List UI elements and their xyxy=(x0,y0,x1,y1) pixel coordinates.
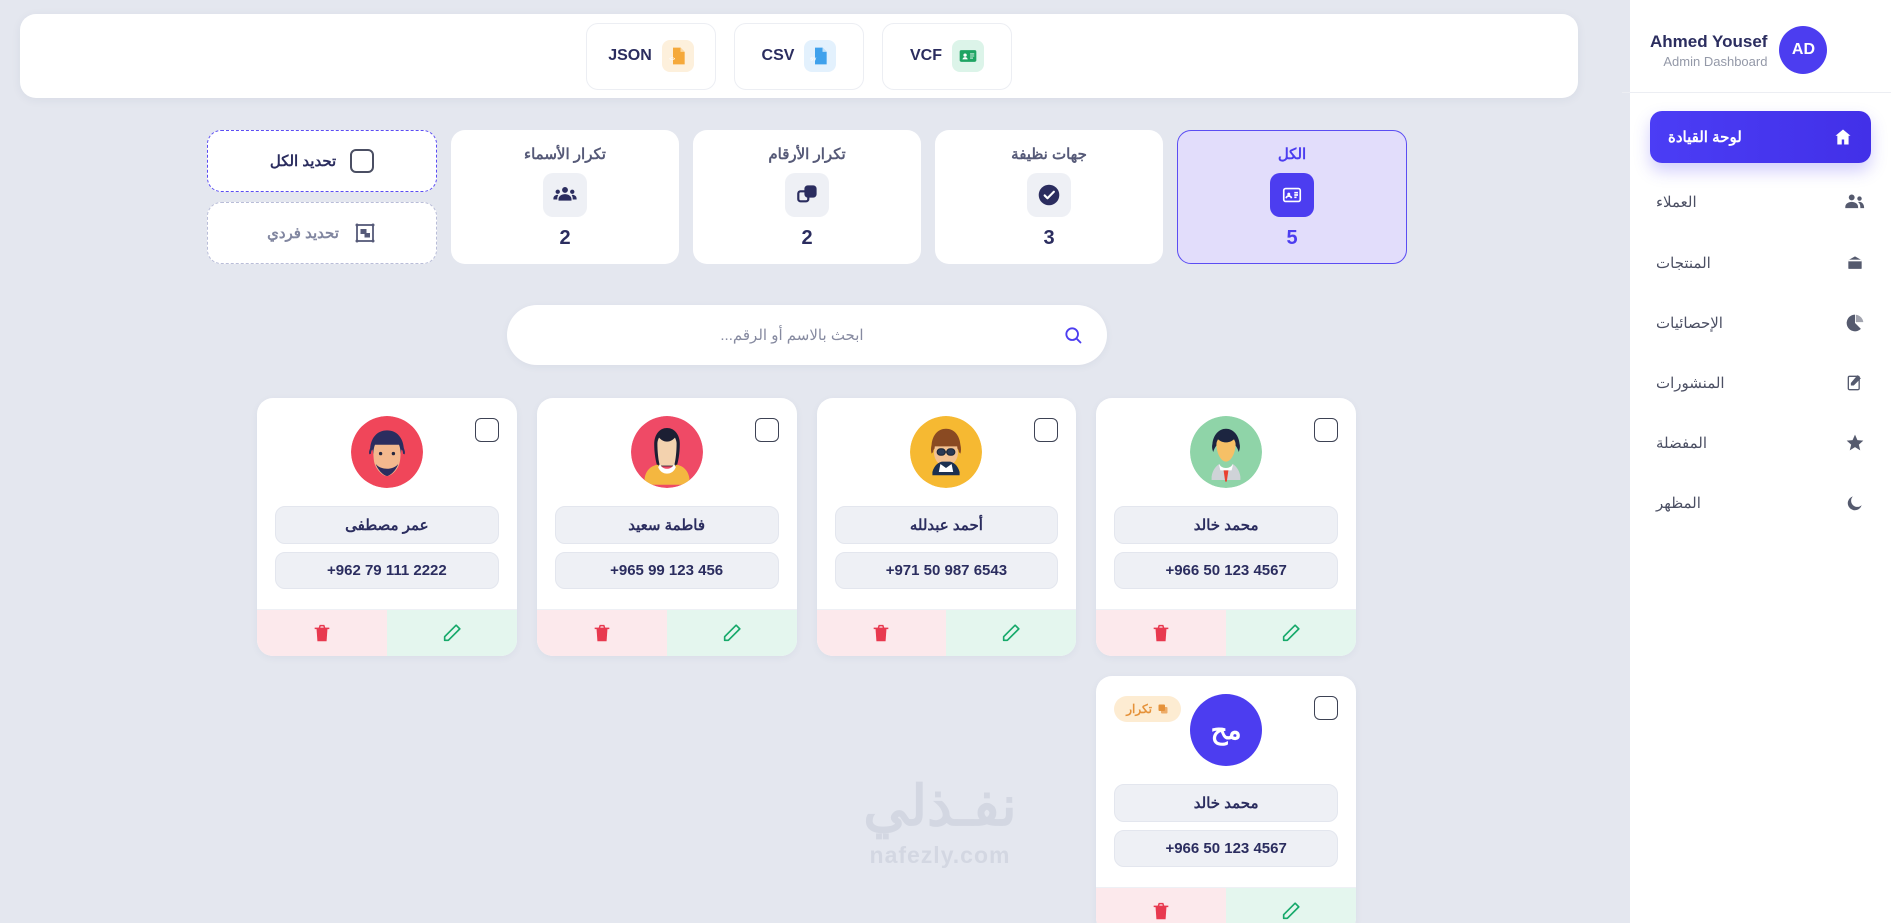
svg-text:<>: <> xyxy=(669,57,675,63)
svg-text:CSV: CSV xyxy=(810,57,817,62)
